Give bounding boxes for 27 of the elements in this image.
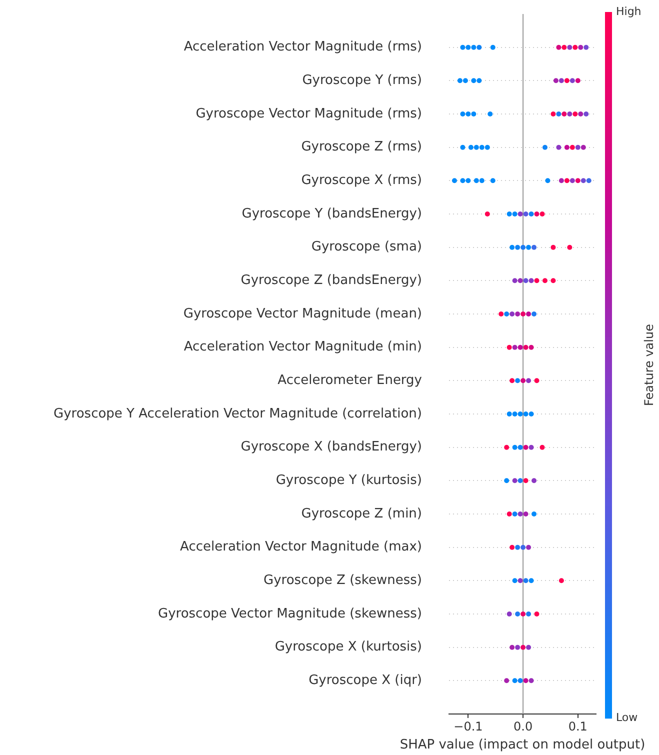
y-tick-label: Gyroscope Z (rms)	[301, 140, 422, 155]
x-axis-title: SHAP value (impact on model output)	[400, 737, 646, 752]
y-tick-label: Acceleration Vector Magnitude (max)	[180, 540, 422, 555]
y-tick-label: Gyroscope X (rms)	[301, 173, 422, 188]
y-tick-label: Gyroscope X (iqr)	[308, 673, 422, 688]
y-tick-label: Gyroscope X (kurtosis)	[274, 640, 422, 655]
y-tick-label: Gyroscope Z (bandsEnergy)	[240, 273, 422, 288]
y-tick-label: Gyroscope (sma)	[311, 240, 422, 255]
y-tick-label: Gyroscope Y (rms)	[302, 73, 422, 88]
color-bar-title: Feature value	[642, 324, 656, 406]
color-bar-label: Low	[616, 710, 638, 724]
y-tick-label: Gyroscope Z (skewness)	[264, 573, 422, 588]
x-tick-label: 0.0	[514, 719, 533, 734]
y-tick-label: Gyroscope Y Acceleration Vector Magnitude (correlation)	[54, 406, 422, 422]
y-tick-label: Gyroscope Y (bandsEnergy)	[242, 206, 422, 222]
y-tick-label: Gyroscope Y (kurtosis)	[276, 473, 422, 488]
y-tick-label: Acceleration Vector Magnitude (rms)	[184, 40, 422, 55]
y-tick-label: Gyroscope Z (min)	[301, 506, 422, 522]
y-tick-label: Accelerometer Energy	[278, 373, 422, 388]
y-tick-label: Gyroscope Vector Magnitude (rms)	[196, 106, 422, 122]
y-tick-label: Gyroscope X (bandsEnergy)	[240, 440, 422, 455]
color-bar-label: High	[616, 4, 642, 18]
x-tick-label: 0.1	[568, 719, 588, 734]
y-tick-label: Gyroscope Vector Magnitude (skewness)	[158, 606, 422, 622]
x-tick-label: −0.1	[454, 719, 483, 734]
y-tick-label: Acceleration Vector Magnitude (min)	[184, 340, 422, 355]
y-tick-label: Gyroscope Vector Magnitude (mean)	[183, 306, 422, 322]
